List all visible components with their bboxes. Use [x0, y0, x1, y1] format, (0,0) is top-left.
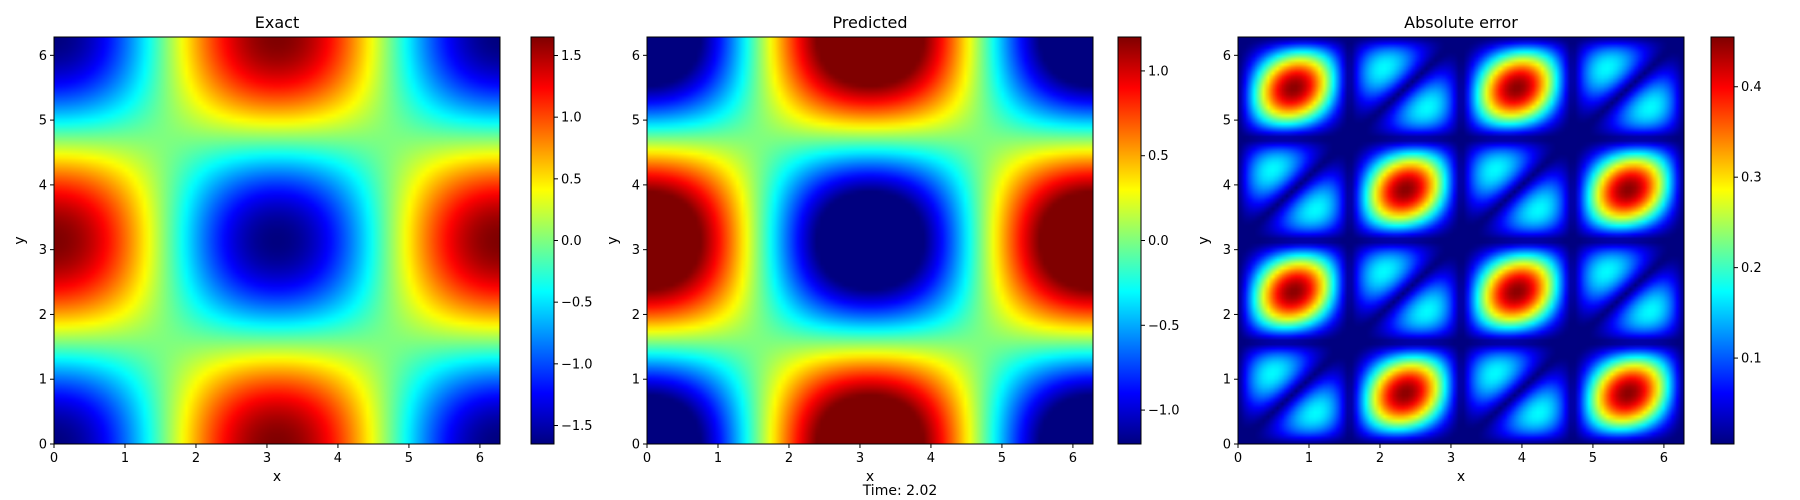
- y-tick-label: 1: [632, 373, 640, 388]
- colorbar-tick-label: 0.3: [1741, 171, 1762, 186]
- colorbar: [1710, 36, 1735, 445]
- y-tick-label: 1: [39, 373, 47, 388]
- x-axis-label: x: [866, 469, 874, 485]
- x-tick-label: 6: [1660, 451, 1668, 466]
- x-tick-label: 4: [927, 451, 935, 466]
- x-tick-label: 6: [476, 451, 484, 466]
- x-tick-label: 2: [785, 451, 793, 466]
- y-tick-label: 1: [1223, 373, 1231, 388]
- x-tick-label: 0: [50, 451, 58, 466]
- x-tick-label: 6: [1069, 451, 1077, 466]
- y-tick-label: 2: [632, 308, 640, 323]
- colorbar-tick-label: −0.5: [561, 296, 593, 311]
- y-tick-label: 2: [39, 308, 47, 323]
- x-tick-label: 2: [192, 451, 200, 466]
- colorbar-tick-label: −1.0: [561, 357, 593, 372]
- y-tick-label: 0: [1223, 438, 1231, 453]
- colorbar-tick-label: 1.0: [561, 111, 582, 126]
- x-tick-label: 2: [1376, 451, 1384, 466]
- colorbar-tick-label: 0.2: [1741, 261, 1762, 276]
- x-tick-label: 0: [643, 451, 651, 466]
- x-axis-label: x: [1457, 469, 1465, 485]
- y-tick-label: 6: [632, 49, 640, 64]
- panel-2: 0 1 2 3 4 5 6 0 1 2 3 4 5 6 Predicted x y −1.0 −0.5 0.0 0.5 1…: [605, 13, 1180, 485]
- heatmap-image: [647, 37, 1093, 444]
- x-tick-label: 1: [1305, 451, 1313, 466]
- y-tick-label: 4: [39, 178, 47, 193]
- colorbar: [530, 36, 555, 445]
- y-tick-label: 5: [1223, 114, 1231, 129]
- colorbar-tick-label: 0.4: [1741, 80, 1762, 95]
- chart-title: Predicted: [832, 13, 907, 32]
- y-tick-label: 5: [39, 114, 47, 129]
- x-tick-label: 3: [263, 451, 271, 466]
- colorbar-tick-label: 0.5: [561, 172, 582, 187]
- plot-frame: [1237, 36, 1685, 445]
- time-label: Time: 2.02: [862, 483, 938, 499]
- colorbar-tick-label: 1.0: [1148, 64, 1169, 79]
- y-axis-label: y: [605, 236, 621, 244]
- chart-title: Absolute error: [1404, 13, 1518, 32]
- panel-1: 0 1 2 3 4 5 6 0 1 2 3 4 5 6 Exact x y −1.5 −1.0 −0.5 0.0 0.5 1…: [12, 13, 593, 485]
- x-tick-label: 1: [714, 451, 722, 466]
- x-tick-label: 3: [1447, 451, 1455, 466]
- y-tick-label: 4: [1223, 178, 1231, 193]
- y-tick-label: 3: [1223, 243, 1231, 258]
- x-tick-label: 1: [121, 451, 129, 466]
- colorbar-tick-label: 1.5: [561, 49, 582, 64]
- y-tick-label: 0: [632, 438, 640, 453]
- y-tick-label: 0: [39, 438, 47, 453]
- heatmap-image: [54, 37, 500, 444]
- plot-frame: [646, 36, 1094, 445]
- x-tick-label: 3: [856, 451, 864, 466]
- y-tick-label: 6: [1223, 49, 1231, 64]
- y-tick-label: 6: [39, 49, 47, 64]
- x-tick-label: 0: [1234, 451, 1242, 466]
- y-tick-label: 3: [39, 243, 47, 258]
- y-tick-label: 5: [632, 114, 640, 129]
- colorbar-tick-label: 0.5: [1148, 149, 1169, 164]
- colorbar-tick-label: 0.0: [561, 234, 582, 249]
- colorbar-tick-label: −1.5: [561, 419, 593, 434]
- x-tick-label: 4: [1518, 451, 1526, 466]
- colorbar: [1117, 36, 1142, 445]
- chart-title: Exact: [255, 13, 299, 32]
- heatmap-image: [1238, 37, 1684, 444]
- colorbar-tick-label: 0.0: [1148, 234, 1169, 249]
- colorbar-tick-label: 0.1: [1741, 352, 1762, 367]
- y-tick-label: 2: [1223, 308, 1231, 323]
- x-tick-label: 5: [998, 451, 1006, 466]
- x-axis-label: x: [273, 469, 281, 485]
- plot-frame: [53, 36, 501, 445]
- x-tick-label: 4: [334, 451, 342, 466]
- y-axis-label: y: [1196, 236, 1212, 244]
- y-tick-label: 4: [632, 178, 640, 193]
- colorbar-tick-label: −1.0: [1148, 404, 1180, 419]
- panel-3: 0 1 2 3 4 5 6 0 1 2 3 4 5 6 Absolute error x y 0.1 0.2 0.3 0…: [1196, 13, 1762, 485]
- x-tick-label: 5: [405, 451, 413, 466]
- colorbar-tick-label: −0.5: [1148, 319, 1180, 334]
- y-tick-label: 3: [632, 243, 640, 258]
- y-axis-label: y: [12, 236, 28, 244]
- x-tick-label: 5: [1589, 451, 1597, 466]
